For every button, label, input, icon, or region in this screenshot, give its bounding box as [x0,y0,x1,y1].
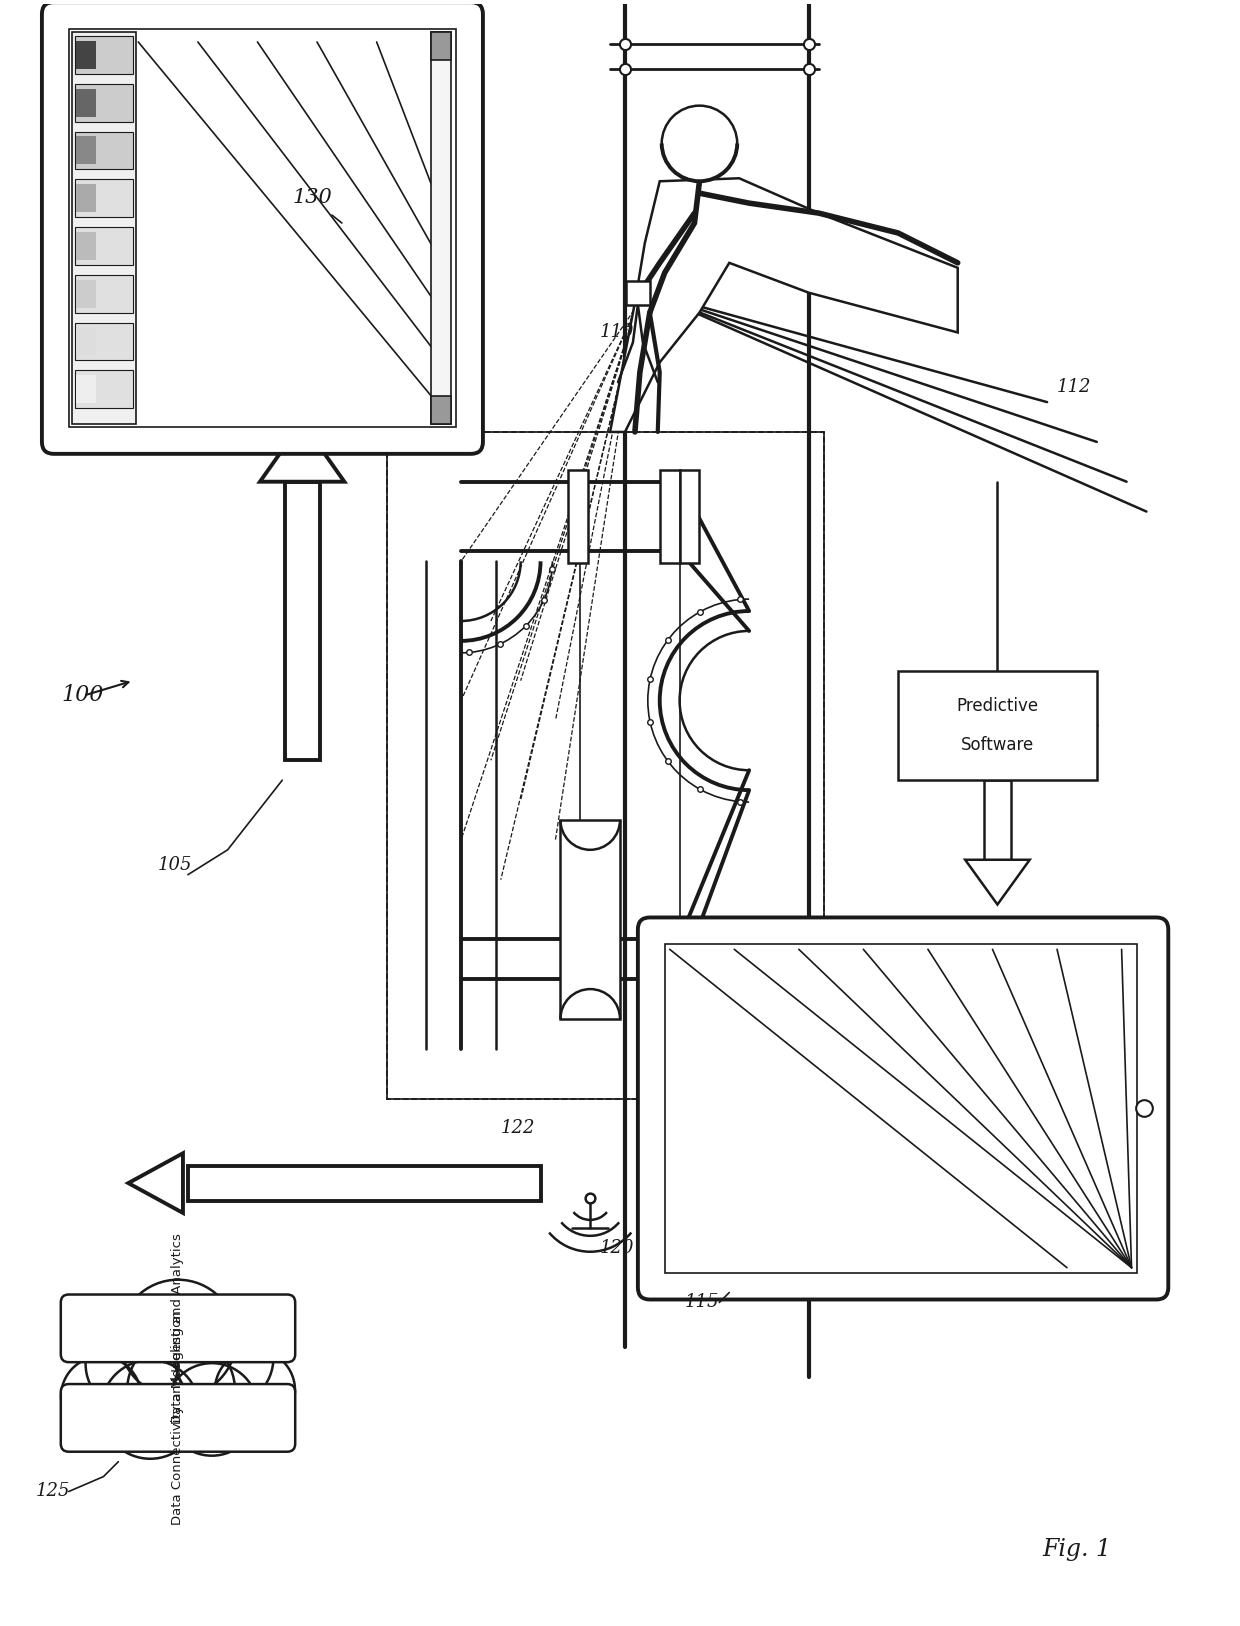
Bar [660,470,680,563]
Circle shape [175,1309,274,1406]
Text: Data Connectivity and Ingestion: Data Connectivity and Ingestion [171,1311,185,1525]
FancyBboxPatch shape [61,1384,295,1452]
Bar [626,281,650,304]
Text: 122: 122 [501,1119,536,1137]
FancyBboxPatch shape [61,1294,295,1363]
Text: Fig. 1: Fig. 1 [1043,1538,1111,1561]
Bar [74,228,133,265]
Bar [74,132,133,169]
Text: 105: 105 [159,855,192,873]
Circle shape [128,1337,234,1444]
Bar [680,927,699,992]
Bar [983,780,1012,860]
Circle shape [166,1363,258,1455]
Bar [76,327,95,356]
Bar [74,275,133,312]
Circle shape [215,1350,295,1431]
Bar [76,184,95,211]
Bar [665,945,1137,1273]
Polygon shape [965,860,1029,904]
Bar [74,371,133,408]
Bar [76,137,95,164]
Bar [74,179,133,216]
Polygon shape [128,1153,184,1213]
FancyBboxPatch shape [637,917,1168,1299]
Bar [432,397,451,424]
Bar [76,233,95,260]
Bar [72,33,136,424]
Circle shape [86,1319,179,1410]
Circle shape [119,1280,237,1397]
Bar [898,672,1096,780]
Bar [74,85,133,122]
Circle shape [61,1356,141,1437]
Text: Predictive: Predictive [956,696,1039,714]
Bar [74,36,133,73]
Text: 130: 130 [293,189,332,207]
Text: Data Modeling and Analytics: Data Modeling and Analytics [171,1233,185,1424]
Text: 100: 100 [62,683,104,706]
Polygon shape [260,423,345,481]
Bar [76,41,95,68]
Bar [568,470,588,563]
Bar [76,280,95,307]
Bar [74,322,133,361]
Text: 110: 110 [600,324,635,341]
Bar [432,33,451,424]
Bar [68,29,456,428]
Bar [387,433,823,1099]
Polygon shape [61,1280,295,1459]
Text: 120: 120 [600,1239,635,1257]
Text: 112: 112 [1056,379,1091,397]
Text: 125: 125 [36,1483,71,1501]
Circle shape [100,1359,200,1459]
Bar [387,433,823,1099]
Bar [680,470,699,563]
Text: Software: Software [961,737,1034,754]
FancyBboxPatch shape [42,2,482,454]
Text: 115: 115 [684,1293,719,1312]
Circle shape [662,106,738,180]
Bar [76,89,95,117]
Bar [560,820,620,1020]
Bar [188,1166,541,1200]
Bar [76,376,95,403]
Polygon shape [610,179,957,433]
Bar [432,33,451,60]
Bar [285,481,320,761]
Bar [570,927,590,992]
Bar [660,927,680,992]
